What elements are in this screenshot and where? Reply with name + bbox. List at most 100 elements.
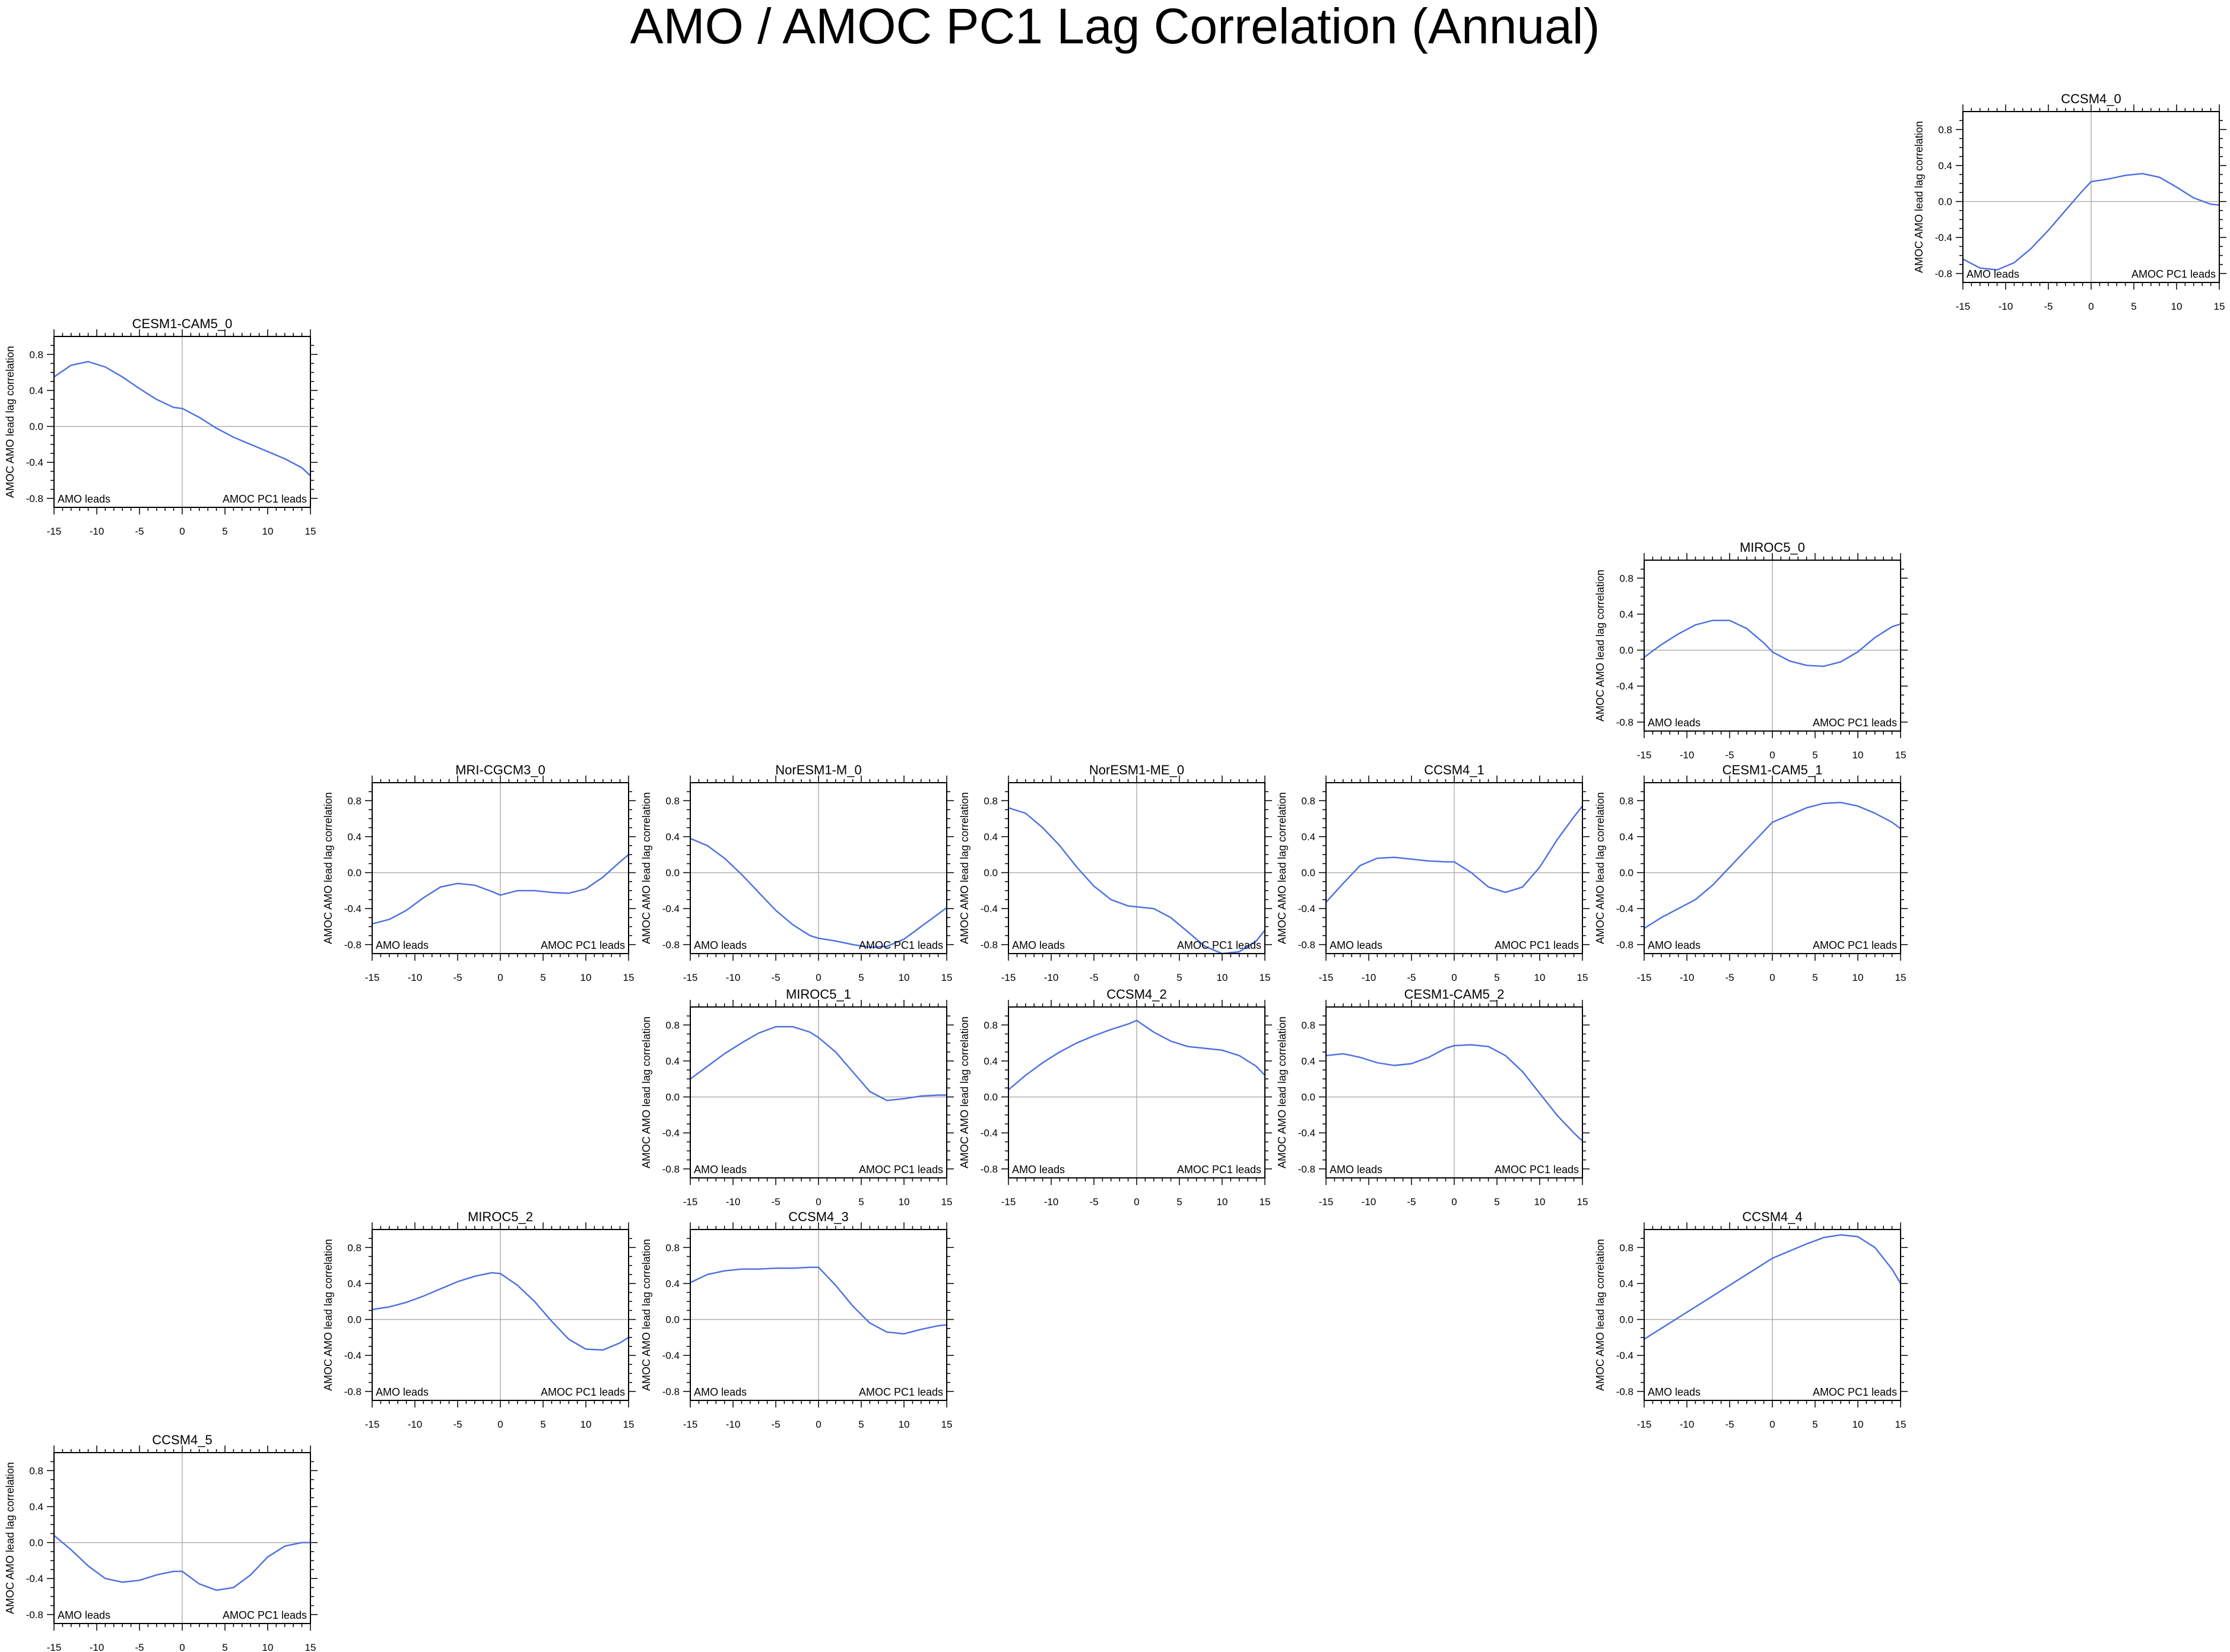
y-tick-label: 0.4 bbox=[29, 385, 43, 396]
y-tick-label: 0.0 bbox=[1619, 645, 1633, 656]
x-tick-label: 15 bbox=[623, 1419, 635, 1430]
y-tick-label: 0.0 bbox=[29, 421, 43, 433]
left-lead-note: AMO leads bbox=[694, 1164, 747, 1176]
y-axis-label: AMOC AMO lead lag correlation bbox=[1276, 1016, 1288, 1168]
panel-title: MIROC5_0 bbox=[1740, 540, 1805, 555]
y-tick-label: 0.0 bbox=[1938, 196, 1952, 208]
x-tick-label: 15 bbox=[623, 972, 635, 983]
x-tick-label: -15 bbox=[47, 526, 62, 537]
x-tick-label: 10 bbox=[581, 972, 592, 983]
chart-panel: -15 -10 -5 0 5 10 15 -0.8 -0.4 0.0 0.4 0.8 CCSM4_5 AM… bbox=[4, 1432, 318, 1652]
x-tick-label: -5 bbox=[1725, 749, 1734, 761]
x-tick-label: -10 bbox=[408, 972, 423, 983]
x-tick-label: 15 bbox=[305, 1642, 316, 1652]
y-tick-label: 0.4 bbox=[984, 831, 998, 843]
y-tick-label: 0.0 bbox=[1301, 1092, 1315, 1103]
y-axis-label: AMOC AMO lead lag correlation bbox=[1594, 1239, 1606, 1391]
correlation-series-line bbox=[1325, 805, 1583, 903]
y-tick-label: -0.8 bbox=[1616, 939, 1633, 951]
x-tick-label: 15 bbox=[1895, 749, 1907, 761]
left-lead-note: AMO leads bbox=[376, 1386, 429, 1398]
x-tick-label: 10 bbox=[262, 1642, 274, 1652]
x-tick-label: 5 bbox=[1176, 1196, 1182, 1208]
y-tick-label: 0.8 bbox=[347, 1242, 361, 1253]
x-tick-label: -10 bbox=[726, 1419, 741, 1430]
y-tick-label: 0.8 bbox=[347, 795, 361, 806]
x-tick-label: 0 bbox=[1134, 972, 1139, 983]
x-tick-label: -5 bbox=[771, 1419, 780, 1430]
y-axis-label: AMOC AMO lead lag correlation bbox=[640, 792, 652, 944]
y-axis-label: AMOC AMO lead lag correlation bbox=[1276, 792, 1288, 944]
panel-title: MIROC5_1 bbox=[786, 987, 851, 1002]
correlation-series-line bbox=[372, 854, 629, 925]
x-tick-label: 15 bbox=[305, 526, 316, 537]
x-tick-label: 15 bbox=[1260, 972, 1271, 983]
panel-title: CCSM4_5 bbox=[152, 1432, 212, 1447]
x-tick-label: 5 bbox=[858, 1419, 864, 1430]
x-tick-label: -15 bbox=[683, 1196, 698, 1208]
x-tick-label: 0 bbox=[816, 972, 821, 983]
x-tick-label: 15 bbox=[1895, 972, 1907, 983]
chart-panel: -15 -10 -5 0 5 10 15 -0.8 -0.4 0.0 0.4 0.8 MIROC5_1 A… bbox=[640, 987, 954, 1208]
y-axis-label: AMOC AMO lead lag correlation bbox=[640, 1239, 652, 1391]
x-tick-label: 0 bbox=[1451, 1196, 1457, 1208]
correlation-series-line bbox=[690, 1266, 947, 1335]
x-tick-label: -5 bbox=[1089, 972, 1098, 983]
x-tick-label: 0 bbox=[1769, 749, 1775, 761]
x-tick-label: -10 bbox=[90, 526, 104, 537]
correlation-series-line bbox=[372, 1272, 629, 1351]
y-axis-label: AMOC AMO lead lag correlation bbox=[4, 346, 16, 498]
x-tick-label: 0 bbox=[1769, 1419, 1775, 1430]
right-lead-note: AMOC PC1 leads bbox=[1495, 939, 1579, 951]
x-tick-label: 5 bbox=[222, 1642, 227, 1652]
y-tick-label: 0.4 bbox=[29, 1501, 43, 1513]
x-tick-label: 0 bbox=[497, 972, 503, 983]
x-tick-label: 15 bbox=[1577, 1196, 1588, 1208]
x-tick-label: -15 bbox=[1319, 1196, 1334, 1208]
panel-title: CCSM4_2 bbox=[1106, 987, 1166, 1002]
y-tick-label: -0.8 bbox=[26, 1609, 43, 1621]
y-tick-label: -0.4 bbox=[26, 457, 43, 468]
panel-title: MIROC5_2 bbox=[468, 1209, 533, 1224]
y-tick-label: 0.0 bbox=[665, 1314, 680, 1326]
x-tick-label: 10 bbox=[899, 972, 910, 983]
y-tick-label: -0.4 bbox=[1298, 1127, 1315, 1139]
left-lead-note: AMO leads bbox=[1330, 1164, 1382, 1176]
right-lead-note: AMOC PC1 leads bbox=[1177, 939, 1261, 951]
left-lead-note: AMO leads bbox=[1648, 1386, 1701, 1398]
x-tick-label: 5 bbox=[1494, 1196, 1499, 1208]
right-lead-note: AMOC PC1 leads bbox=[1177, 1164, 1261, 1176]
y-axis-label: AMOC AMO lead lag correlation bbox=[4, 1462, 16, 1614]
left-lead-note: AMO leads bbox=[58, 1609, 110, 1621]
correlation-series-line bbox=[1644, 802, 1901, 929]
left-lead-note: AMO leads bbox=[376, 939, 429, 951]
right-lead-note: AMOC PC1 leads bbox=[1495, 1164, 1579, 1176]
correlation-series-line bbox=[1008, 1019, 1265, 1091]
correlation-series-line bbox=[1325, 1044, 1583, 1142]
y-axis-label: AMOC AMO lead lag correlation bbox=[1594, 570, 1606, 722]
y-tick-label: -0.4 bbox=[662, 1350, 680, 1361]
left-lead-note: AMO leads bbox=[58, 493, 110, 505]
left-lead-note: AMO leads bbox=[694, 939, 747, 951]
correlation-series-line bbox=[690, 1026, 947, 1101]
x-tick-label: -10 bbox=[1362, 1196, 1376, 1208]
right-lead-note: AMOC PC1 leads bbox=[859, 1164, 943, 1176]
x-tick-label: 0 bbox=[179, 1642, 185, 1652]
right-lead-note: AMOC PC1 leads bbox=[1813, 717, 1897, 729]
x-tick-label: -5 bbox=[1089, 1196, 1098, 1208]
x-tick-label: -15 bbox=[683, 972, 698, 983]
x-tick-label: -15 bbox=[1637, 972, 1652, 983]
y-tick-label: 0.4 bbox=[1619, 1278, 1633, 1289]
panel-title: NorESM1-ME_0 bbox=[1089, 763, 1184, 777]
panel-title: CESM1-CAM5_1 bbox=[1723, 763, 1823, 777]
y-tick-label: 0.4 bbox=[1301, 831, 1315, 843]
x-tick-label: 5 bbox=[1812, 1419, 1817, 1430]
y-axis-label: AMOC AMO lead lag correlation bbox=[1594, 792, 1606, 944]
x-tick-label: 5 bbox=[1176, 972, 1182, 983]
x-tick-label: 0 bbox=[1451, 972, 1457, 983]
x-tick-label: -5 bbox=[771, 1196, 780, 1208]
y-axis-label: AMOC AMO lead lag correlation bbox=[322, 792, 334, 944]
right-lead-note: AMOC PC1 leads bbox=[859, 939, 943, 951]
left-lead-note: AMO leads bbox=[1330, 939, 1382, 951]
